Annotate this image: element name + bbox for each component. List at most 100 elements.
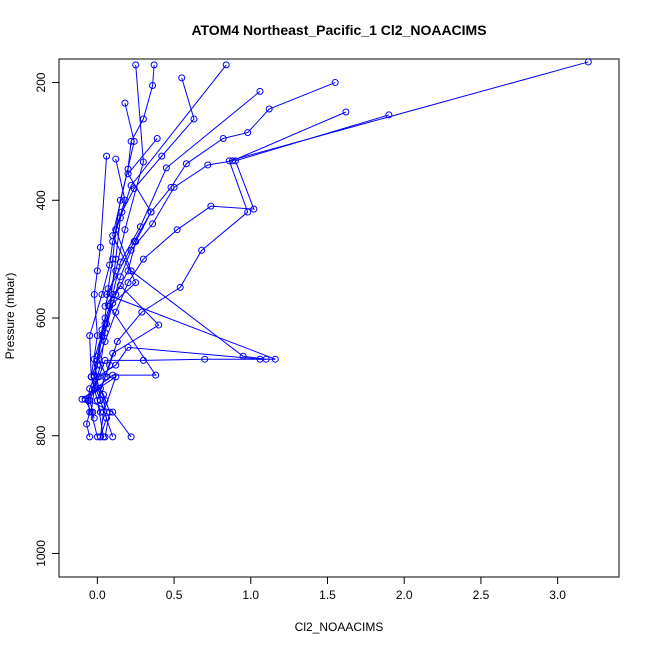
data-point xyxy=(198,246,206,254)
data-point xyxy=(112,361,120,369)
data-point xyxy=(139,158,147,166)
series-line-2 xyxy=(89,77,195,438)
data-point xyxy=(256,355,264,363)
plot-frame xyxy=(58,58,620,578)
data-point xyxy=(222,61,230,69)
x-axis-label: Cl2_NOAACIMS xyxy=(295,620,384,634)
data-point xyxy=(113,338,121,346)
data-point xyxy=(116,258,124,266)
x-axis: 0.0 0.5 1.0 1.5 2.0 2.5 3.0 xyxy=(89,576,566,602)
data-point xyxy=(93,396,101,404)
data-point xyxy=(116,214,124,222)
x-tick-label: 3.0 xyxy=(549,588,566,602)
data-point xyxy=(127,182,135,190)
data-point xyxy=(225,157,233,165)
data-point xyxy=(256,87,264,95)
data-point xyxy=(132,279,140,287)
y-tick-label: 1000 xyxy=(34,540,48,567)
data-point xyxy=(158,152,166,160)
y-tick-label: 600 xyxy=(34,308,48,328)
data-point xyxy=(103,152,111,160)
data-point xyxy=(93,352,101,360)
data-point xyxy=(103,414,111,422)
data-point xyxy=(150,61,158,69)
data-point xyxy=(109,290,117,298)
series-line-9 xyxy=(89,158,267,413)
data-point xyxy=(170,183,178,191)
series-line-3 xyxy=(93,82,336,438)
y-tick-label: 800 xyxy=(34,425,48,445)
series-line-8 xyxy=(96,64,160,437)
data-point xyxy=(584,59,592,66)
data-point xyxy=(124,279,132,287)
data-point xyxy=(109,232,117,240)
data-point xyxy=(271,355,279,363)
data-point xyxy=(219,134,227,142)
data-point xyxy=(112,155,120,163)
data-point xyxy=(124,170,132,178)
data-point xyxy=(178,74,186,82)
data-point xyxy=(106,261,114,269)
data-point xyxy=(96,433,104,441)
data-point xyxy=(265,105,273,113)
data-point xyxy=(385,111,393,119)
series-line-13 xyxy=(96,90,261,378)
y-axis: 200 400 600 800 1000 xyxy=(34,72,60,567)
y-axis-label: Pressure (mbar) xyxy=(3,273,17,360)
plot-area xyxy=(78,59,592,441)
data-point xyxy=(130,137,138,145)
data-point xyxy=(149,220,157,228)
data-point xyxy=(182,160,190,168)
data-point xyxy=(96,243,104,251)
data-point xyxy=(78,395,86,403)
data-point xyxy=(138,308,146,316)
series-line-11 xyxy=(81,103,157,413)
data-point xyxy=(93,332,101,340)
data-point xyxy=(149,81,157,89)
data-point xyxy=(89,408,97,416)
data-point xyxy=(103,373,111,381)
data-point xyxy=(109,433,117,441)
data-point xyxy=(86,433,94,441)
data-point xyxy=(147,208,155,216)
data-point xyxy=(152,371,160,379)
data-point xyxy=(132,61,140,69)
data-point xyxy=(190,115,198,123)
x-tick-label: 2.5 xyxy=(473,588,490,602)
data-point xyxy=(153,134,161,142)
x-tick-label: 2.0 xyxy=(396,588,413,602)
data-point xyxy=(250,205,258,213)
data-point xyxy=(98,290,106,298)
data-point xyxy=(204,161,212,169)
data-point xyxy=(101,302,109,310)
data-point xyxy=(90,290,98,298)
data-point xyxy=(101,396,109,404)
chart-title: ATOM4 Northeast_Pacific_1 Cl2_NOAACIMS xyxy=(191,22,486,38)
data-point xyxy=(83,420,91,428)
data-point xyxy=(155,321,163,329)
x-tick-label: 0.0 xyxy=(89,588,106,602)
series-line-12 xyxy=(93,64,227,437)
x-tick-label: 1.5 xyxy=(319,588,336,602)
data-point xyxy=(173,226,181,234)
data-point xyxy=(116,282,124,290)
data-point xyxy=(121,226,129,234)
data-point xyxy=(139,255,147,263)
data-point xyxy=(101,356,109,364)
data-point xyxy=(121,99,129,107)
data-point xyxy=(109,349,117,357)
data-point xyxy=(342,108,350,116)
data-point xyxy=(176,283,184,291)
data-point xyxy=(136,223,144,231)
data-point xyxy=(162,164,170,172)
data-point xyxy=(109,408,117,416)
series-line-5 xyxy=(90,114,390,413)
data-point xyxy=(244,129,252,137)
data-point xyxy=(201,355,209,363)
series-line-10 xyxy=(87,138,276,438)
data-point xyxy=(244,208,252,216)
data-point xyxy=(112,373,120,381)
data-point xyxy=(124,343,132,351)
